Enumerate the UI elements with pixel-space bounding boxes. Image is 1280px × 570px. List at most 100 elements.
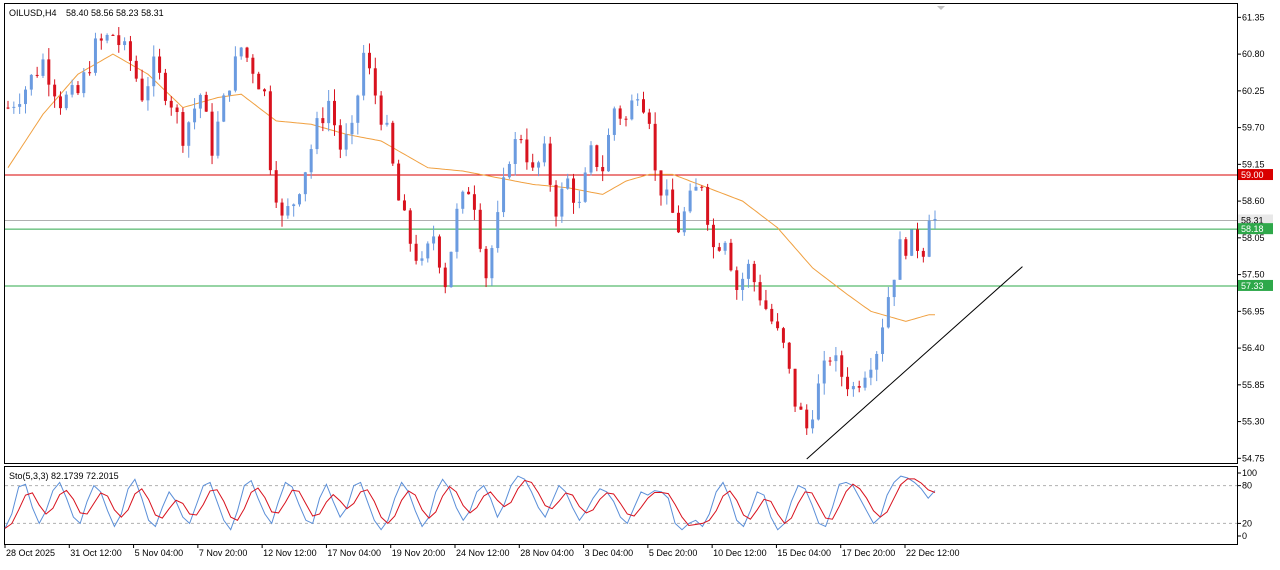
candle-body xyxy=(169,100,173,108)
candle-body xyxy=(111,34,115,36)
candle-body xyxy=(554,184,558,217)
time-tick-label: 5 Nov 04:00 xyxy=(135,548,184,558)
candle-body xyxy=(233,56,237,91)
time-tick-label: 3 Dec 04:00 xyxy=(585,548,634,558)
candle-body xyxy=(513,139,517,165)
stochastic-lines xyxy=(4,475,1237,531)
candle-body xyxy=(746,263,750,279)
price-tick-label: 61.35 xyxy=(1242,12,1265,22)
trendline[interactable] xyxy=(806,266,1023,460)
time-tick-label: 7 Nov 20:00 xyxy=(199,548,248,558)
candle-body xyxy=(82,72,86,94)
candle-body xyxy=(653,123,657,171)
candle-body xyxy=(910,229,914,256)
candle-body xyxy=(274,170,278,203)
candle-body xyxy=(764,300,768,309)
candle-body xyxy=(572,178,576,203)
price-label-text: 59.00 xyxy=(1241,170,1264,180)
candle-body xyxy=(327,100,331,124)
candle-body xyxy=(921,250,925,257)
candle-body xyxy=(303,172,307,195)
time-tick-label: 24 Nov 12:00 xyxy=(456,548,510,558)
candle-body xyxy=(577,201,581,203)
candle-body xyxy=(846,376,850,390)
candle-body xyxy=(898,239,902,280)
candle-body xyxy=(245,47,249,58)
trendline-group[interactable] xyxy=(806,266,1023,460)
candle-body xyxy=(886,297,890,328)
candle-body xyxy=(402,200,406,211)
candle-body xyxy=(717,247,721,251)
price-label-badge xyxy=(1238,214,1273,226)
candle-body xyxy=(560,188,564,217)
candle-body xyxy=(76,85,80,94)
candle-body xyxy=(53,84,57,97)
candle-body xyxy=(881,327,885,354)
candle-body xyxy=(408,210,412,244)
candle-body xyxy=(29,74,33,90)
horizontal-lines xyxy=(5,174,1237,287)
candle-body xyxy=(204,94,208,112)
time-tick-label: 31 Oct 12:00 xyxy=(70,548,122,558)
scroll-marker-icon[interactable] xyxy=(937,6,945,10)
candle-body xyxy=(933,218,937,221)
candle-body xyxy=(612,108,616,135)
candle-body xyxy=(152,56,156,87)
candle-body xyxy=(257,73,261,90)
candle-body xyxy=(863,377,867,388)
candle-body xyxy=(875,353,879,370)
candle-body xyxy=(175,107,179,113)
candle-body xyxy=(88,72,92,74)
price-tick-label: 56.40 xyxy=(1242,343,1265,353)
price-label-badge xyxy=(1238,279,1273,291)
candle-body xyxy=(6,107,10,109)
price-label-badge xyxy=(1238,223,1273,235)
candle-body xyxy=(437,236,441,268)
stochastic-axis: 100 80 20 0 xyxy=(1237,468,1257,541)
candle-body xyxy=(321,118,325,124)
candle-body xyxy=(583,172,587,202)
candle-body xyxy=(193,108,197,123)
time-tick-label: 12 Nov 12:00 xyxy=(263,548,317,558)
candle-body xyxy=(47,59,51,85)
stochastic-tick-label: 100 xyxy=(1242,468,1257,478)
candle-body xyxy=(263,89,267,92)
time-tick-label: 5 Dec 20:00 xyxy=(649,548,698,558)
candle-body xyxy=(280,202,284,216)
candle-body xyxy=(840,355,844,377)
candle-body xyxy=(128,41,132,61)
candle-body xyxy=(700,186,704,188)
candle-body xyxy=(711,224,715,248)
candle-body xyxy=(391,122,395,164)
candle-body xyxy=(851,386,855,390)
candle-body xyxy=(537,162,541,168)
candle-body xyxy=(781,328,785,343)
candle-body xyxy=(892,279,896,298)
candle-body xyxy=(134,60,138,79)
price-tick-label: 57.50 xyxy=(1242,270,1265,280)
candle-body xyxy=(758,282,762,301)
candle-body xyxy=(58,96,62,109)
price-tick-label: 60.80 xyxy=(1242,49,1265,59)
candle-body xyxy=(566,178,570,189)
price-label-text: 58.31 xyxy=(1241,215,1264,225)
price-tick-label: 55.85 xyxy=(1242,380,1265,390)
stochastic-frame xyxy=(4,466,1238,545)
candle-body xyxy=(338,125,342,150)
candle-body xyxy=(12,106,16,108)
price-tick-label: 55.30 xyxy=(1242,417,1265,427)
candle-body xyxy=(828,360,832,362)
candle-body xyxy=(210,111,214,156)
candle-body xyxy=(805,409,809,429)
candle-body xyxy=(869,369,873,378)
candle-body xyxy=(449,251,453,288)
candle-body xyxy=(298,194,302,205)
candle-body xyxy=(385,122,389,125)
candle-body xyxy=(18,104,22,107)
candle-body xyxy=(426,243,430,259)
candle-body xyxy=(23,89,27,105)
candle-body xyxy=(117,35,121,46)
candle-body xyxy=(589,145,593,173)
